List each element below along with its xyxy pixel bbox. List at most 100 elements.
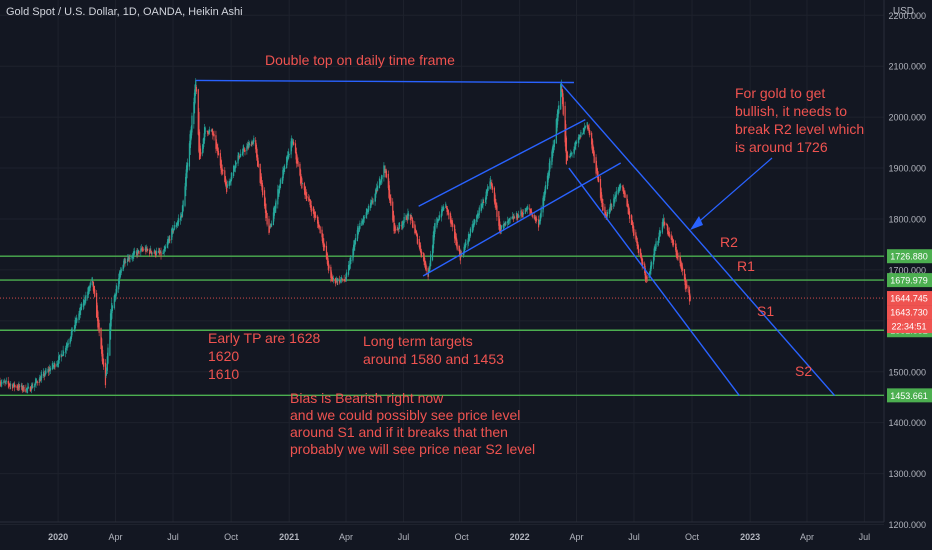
candle-body <box>263 190 266 207</box>
candle-body <box>481 203 484 208</box>
candle-body <box>556 117 558 132</box>
candle-body <box>534 216 537 221</box>
candle-body <box>445 205 448 207</box>
candle-body <box>56 364 58 366</box>
candle-body <box>45 371 47 373</box>
candle-body <box>283 165 285 172</box>
candle-body <box>89 282 91 288</box>
candle-body <box>512 216 514 220</box>
annotation-early-tp-line: 1620 <box>208 348 239 364</box>
current-low-tag-bg <box>887 305 932 320</box>
candle-body <box>8 383 11 386</box>
candle-body <box>138 250 140 255</box>
candle-body <box>275 200 277 209</box>
candle-body <box>454 231 456 241</box>
candle-body <box>611 205 613 207</box>
candle-body <box>529 209 531 212</box>
candle-body <box>555 119 557 144</box>
candle-body <box>155 253 157 255</box>
candle-body <box>299 163 301 176</box>
candle-body <box>357 227 359 236</box>
candle-body <box>293 141 295 145</box>
candle-body <box>269 225 271 228</box>
candle-body <box>270 223 273 227</box>
candle-body <box>433 226 436 238</box>
candle-body <box>436 217 438 228</box>
candle-body <box>384 168 386 173</box>
candle-body <box>414 224 416 234</box>
candle-body <box>452 223 454 228</box>
candle-body <box>677 256 679 257</box>
candle-body <box>141 249 143 251</box>
time-tick-label: 2022 <box>510 532 530 542</box>
candle-body <box>570 153 572 156</box>
candle-body <box>671 236 673 239</box>
candle-body <box>332 278 334 281</box>
candle-body <box>619 186 621 188</box>
candle-body <box>177 220 179 224</box>
candle-body <box>428 269 430 273</box>
candle-body <box>628 211 631 219</box>
candle-body <box>507 221 509 224</box>
candle-body <box>60 353 62 358</box>
candle-body <box>0 383 2 385</box>
annotation-bias-line: probably we will see price near S2 level <box>290 441 535 457</box>
candle-body <box>573 149 575 154</box>
candle-body <box>336 280 338 283</box>
candle-body <box>58 354 60 361</box>
candle-body <box>114 293 116 302</box>
level-tag-s2: S2 <box>795 363 812 379</box>
candle-body <box>403 216 405 224</box>
candle-body <box>140 248 142 253</box>
candle-body <box>74 320 76 329</box>
candle-body <box>675 246 677 256</box>
candle-body <box>234 160 237 169</box>
candle-body <box>478 207 480 216</box>
candle-body <box>300 176 302 180</box>
candle-body <box>303 183 305 191</box>
candle-body <box>476 214 478 219</box>
candle-body <box>610 206 612 208</box>
candle-body <box>430 254 432 267</box>
candle-body <box>445 203 447 209</box>
candle-body <box>145 249 147 252</box>
candle-body <box>194 84 196 103</box>
price-tick-label: 2000.000 <box>888 113 926 123</box>
candle-body <box>36 381 38 384</box>
candle-body <box>204 127 206 134</box>
candle-body <box>414 228 417 233</box>
candle-body <box>484 197 487 203</box>
candle-body <box>84 300 86 302</box>
candle-body <box>601 194 603 204</box>
candle-body <box>193 92 196 114</box>
candle-body <box>101 346 103 362</box>
candle-body <box>4 381 6 383</box>
candle-body <box>287 151 290 159</box>
candle-body <box>483 202 485 204</box>
candle-body <box>467 233 470 243</box>
candle-body <box>582 127 585 134</box>
candle-body <box>343 279 345 281</box>
candle-body <box>673 243 675 245</box>
candle-body <box>613 198 615 207</box>
candle-body <box>560 84 562 110</box>
time-tick-label: Oct <box>224 532 239 542</box>
candle-body <box>195 80 197 94</box>
candle-body <box>505 221 507 225</box>
candle-body <box>663 221 665 226</box>
candle-body <box>149 249 151 254</box>
candle-body <box>200 152 202 155</box>
candle-body <box>3 381 6 383</box>
candle-body <box>626 195 628 207</box>
candle-body <box>98 323 100 333</box>
candle-body <box>618 184 621 191</box>
candle-body <box>1 382 3 384</box>
candle-body <box>688 286 690 293</box>
candle-body <box>287 158 289 159</box>
arrow-to-r2-head <box>690 216 703 230</box>
candle-body <box>636 237 638 246</box>
candle-body <box>52 366 54 368</box>
candle-body <box>464 242 466 248</box>
